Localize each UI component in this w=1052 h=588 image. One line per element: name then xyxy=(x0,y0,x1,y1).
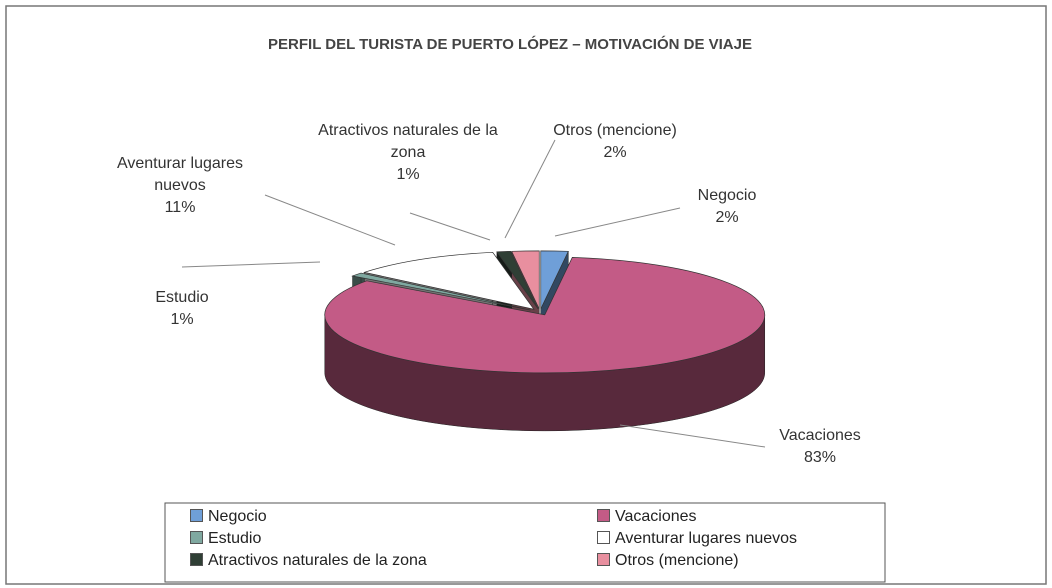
data-label: Negocio 2% xyxy=(657,185,797,229)
data-label: Estudio 1% xyxy=(112,287,252,331)
legend-swatch xyxy=(597,509,610,522)
label-value: 11% xyxy=(164,199,196,216)
label-value: 2% xyxy=(603,144,627,161)
legend-swatch xyxy=(190,531,203,544)
legend-label: Vacaciones xyxy=(615,508,697,525)
label-value: 1% xyxy=(396,166,420,183)
data-label: Aventurar lugares nuevos 11% xyxy=(95,153,265,219)
legend-swatch xyxy=(597,531,610,544)
legend-entry: Vacaciones xyxy=(597,507,697,527)
slice xyxy=(324,257,766,374)
leader-line xyxy=(504,139,556,239)
label-name: Otros (mencione) xyxy=(553,122,677,139)
slice xyxy=(540,250,569,309)
legend-label: Estudio xyxy=(208,530,262,547)
legend-entry: Estudio xyxy=(190,529,261,549)
data-label: Vacaciones 83% xyxy=(740,425,900,469)
legend-box xyxy=(164,502,886,583)
legend-label: Atractivos naturales de la zona xyxy=(208,552,427,569)
label-name: Aventurar lugares nuevos xyxy=(117,155,243,194)
legend-label: Otros (mencione) xyxy=(615,552,739,569)
legend-entry: Atractivos naturales de la zona xyxy=(190,551,427,571)
data-label: Otros (mencione) 2% xyxy=(510,120,720,164)
leader-line xyxy=(264,194,396,246)
slice xyxy=(363,251,535,310)
legend-swatch xyxy=(190,509,203,522)
legend-swatch xyxy=(190,553,203,566)
label-value: 83% xyxy=(803,449,837,466)
data-label: Atractivos naturales de la zona 1% xyxy=(303,120,513,186)
label-value: 1% xyxy=(170,311,194,328)
leader-line xyxy=(409,212,491,241)
label-name: Negocio xyxy=(697,187,757,204)
legend-swatch xyxy=(597,553,610,566)
label-name: Vacaciones xyxy=(779,427,861,444)
slice xyxy=(496,250,539,310)
slice xyxy=(351,272,531,311)
leader-line xyxy=(554,207,681,237)
chart-title: PERFIL DEL TURISTA DE PUERTO LÓPEZ – MOT… xyxy=(268,36,752,53)
leader-line xyxy=(181,261,321,268)
label-value: 2% xyxy=(715,209,739,226)
legend-entry: Otros (mencione) xyxy=(597,551,739,571)
leader-line xyxy=(619,424,766,448)
slice xyxy=(511,250,540,309)
label-name: Estudio xyxy=(155,289,209,306)
label-name: Atractivos naturales de la zona xyxy=(318,122,498,161)
legend-label: Negocio xyxy=(208,508,267,525)
legend-entry: Negocio xyxy=(190,507,267,527)
legend-label: Aventurar lugares nuevos xyxy=(615,530,798,547)
chart-border xyxy=(5,5,1047,585)
legend-entry: Aventurar lugares nuevos xyxy=(597,529,797,549)
